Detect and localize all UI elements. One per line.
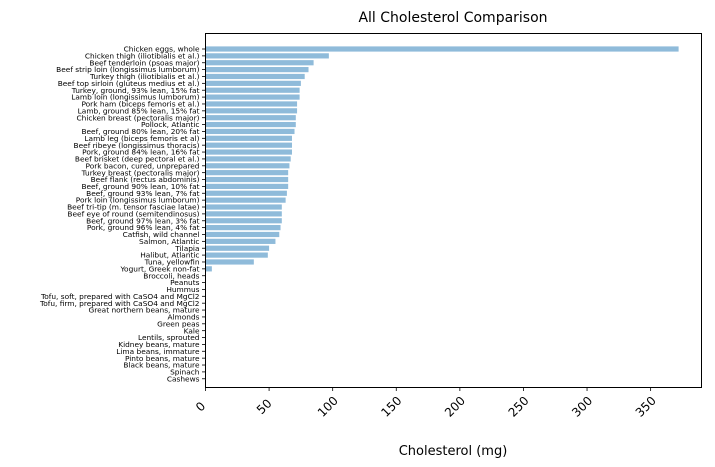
bar bbox=[205, 46, 679, 52]
category-label: Great northern beans, mature bbox=[89, 306, 200, 315]
x-tick-label: 300 bbox=[569, 394, 595, 420]
category-label: Pork ham (biceps femoris et al.) bbox=[81, 100, 199, 109]
category-label: Salmon, Atlantic bbox=[139, 237, 199, 246]
bar bbox=[205, 190, 287, 196]
category-label: Chicken eggs, whole bbox=[124, 45, 200, 54]
category-label: Kale bbox=[184, 326, 200, 335]
category-label: Pollock, Atlantic bbox=[141, 120, 200, 129]
bar bbox=[205, 218, 282, 224]
bar bbox=[205, 252, 268, 258]
plot-frame bbox=[205, 33, 702, 388]
bar bbox=[205, 115, 296, 121]
category-label: Beef flank (rectus abdominis) bbox=[91, 175, 200, 184]
category-label: Lamb loin (longissimus lumborum) bbox=[71, 93, 199, 102]
category-label: Beef, ground 90% lean, 10% fat bbox=[81, 182, 199, 191]
bar bbox=[205, 135, 292, 141]
bar bbox=[205, 101, 298, 107]
category-label: Beef strip loin (longissimus lumborum) bbox=[56, 65, 199, 74]
x-tick-label: 200 bbox=[442, 394, 468, 420]
category-label: Lentils, sprouted bbox=[138, 333, 200, 342]
category-label: Beef, ground 97% lean, 3% fat bbox=[86, 216, 199, 225]
category-label: Tofu, soft, prepared with CaSO4 and MgCl… bbox=[40, 292, 200, 301]
x-tick-label: 350 bbox=[633, 394, 659, 420]
bar bbox=[205, 259, 254, 265]
category-label: Tilapia bbox=[174, 244, 199, 253]
x-tick-label: 50 bbox=[254, 396, 275, 417]
category-label: Beef eye of round (semitendinosus) bbox=[67, 209, 199, 218]
category-label: Turkey breast (pectoralis major) bbox=[81, 168, 200, 177]
category-label: Chicken breast (pectoralis major) bbox=[76, 113, 199, 122]
x-tick-label: 250 bbox=[506, 394, 532, 420]
category-label: Pork, ground 84% lean, 16% fat bbox=[82, 148, 199, 157]
category-label: Pinto beans, mature bbox=[125, 354, 200, 363]
category-label: Yogurt, Greek non-fat bbox=[120, 264, 200, 273]
bar bbox=[205, 183, 289, 189]
category-label: Pork, ground 96% lean, 4% fat bbox=[87, 223, 200, 232]
x-tick-label: 150 bbox=[378, 394, 404, 420]
x-axis-ticks: 0 50 100 150 200 250 300 350 bbox=[193, 387, 659, 420]
bar bbox=[205, 149, 292, 155]
bar bbox=[205, 60, 314, 66]
bar bbox=[205, 87, 300, 93]
category-label: Hummus bbox=[166, 285, 199, 294]
bar bbox=[205, 142, 292, 148]
bar bbox=[205, 128, 295, 135]
bar bbox=[205, 211, 282, 217]
bar bbox=[205, 176, 289, 183]
bar bbox=[205, 156, 291, 162]
bars-group bbox=[205, 46, 679, 272]
category-label: Broccoli, heads bbox=[143, 271, 199, 280]
category-label: Pork bacon, cured, unprepared bbox=[86, 161, 200, 170]
category-label: Lamb leg (biceps femoris et al) bbox=[84, 134, 199, 143]
category-label: Beef top sirloin (gluteus medius et al.) bbox=[58, 79, 200, 88]
bar bbox=[205, 231, 280, 238]
category-label: Turkey, ground, 93% lean, 15% fat bbox=[71, 86, 200, 95]
x-axis-label: Cholesterol (mg) bbox=[399, 444, 508, 459]
x-tick-label: 100 bbox=[315, 394, 341, 420]
category-label: Kidney beans, mature bbox=[118, 340, 200, 349]
category-label: Catfish, wild channel bbox=[123, 230, 200, 239]
bar bbox=[205, 94, 300, 100]
category-label: Cashews bbox=[167, 374, 200, 383]
bar bbox=[205, 108, 298, 114]
category-label: Black beans, mature bbox=[123, 361, 200, 370]
bar bbox=[205, 80, 301, 86]
bar bbox=[205, 204, 282, 210]
category-label: Almonds bbox=[167, 313, 199, 322]
bar bbox=[205, 163, 290, 169]
x-tick-label: 0 bbox=[193, 399, 208, 414]
bar bbox=[205, 245, 270, 251]
bar bbox=[205, 53, 329, 59]
bar bbox=[205, 266, 212, 272]
bar bbox=[205, 238, 276, 244]
bar bbox=[205, 170, 289, 176]
category-label: Beef ribeye (longissimus thoracis) bbox=[74, 141, 200, 150]
bar bbox=[205, 197, 286, 203]
category-label: Lima beans, immature bbox=[116, 347, 200, 356]
category-label: Tofu, firm, prepared with CaSO4 and MgCl… bbox=[39, 299, 200, 308]
category-label: Chicken thigh (iliotibialis et al.) bbox=[85, 51, 200, 60]
bar bbox=[205, 225, 281, 231]
category-label: Peanuts bbox=[170, 278, 200, 287]
category-label: Spinach bbox=[170, 367, 200, 376]
bar bbox=[205, 67, 309, 73]
category-label: Green peas bbox=[157, 319, 199, 328]
category-label: Tuna, yellowfin bbox=[144, 258, 200, 267]
bar bbox=[205, 121, 296, 128]
category-label: Beef, ground 93% lean, 7% fat bbox=[86, 189, 199, 198]
bar bbox=[205, 73, 305, 80]
chart-title: All Cholesterol Comparison bbox=[358, 10, 547, 26]
category-label: Lamb, ground 85% lean, 15% fat bbox=[78, 106, 200, 115]
category-label: Beef tenderloin (psoas major) bbox=[89, 58, 199, 67]
category-label: Beef brisket (deep pectoral et al.) bbox=[75, 155, 200, 164]
category-label: Pork loin (longissimus lumborum) bbox=[76, 196, 200, 205]
category-label: Turkey thigh (iliotibialis et al.) bbox=[89, 72, 200, 81]
category-label: Beef tri-tip (m. tensor fasciae latae) bbox=[67, 203, 200, 212]
category-label: Beef, ground 80% lean, 20% fat bbox=[81, 127, 199, 136]
category-label: Halibut, Atlantic bbox=[140, 251, 199, 260]
